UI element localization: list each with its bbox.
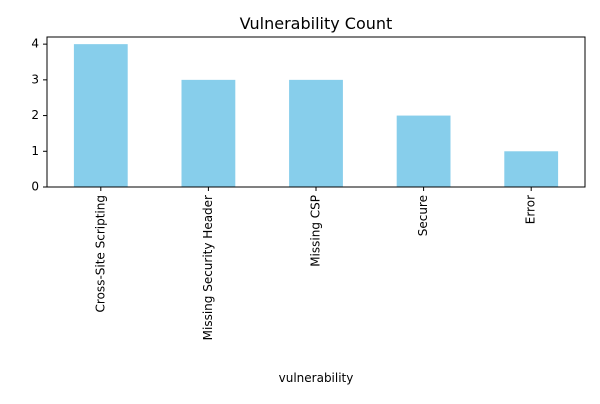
bar <box>73 44 128 188</box>
y-axis: 0 1 2 3 4 <box>31 37 47 194</box>
y-tick-label: 0 <box>31 180 39 194</box>
x-tick-label: Cross-Site Scripting <box>93 195 107 312</box>
bar <box>289 79 343 187</box>
x-tick-label: Missing CSP <box>309 195 323 267</box>
x-axis-label: vulnerability <box>279 371 354 385</box>
x-tick-label: Secure <box>416 195 430 236</box>
y-tick-label: 2 <box>31 108 39 122</box>
y-tick-label: 1 <box>31 144 39 158</box>
bar <box>504 151 559 187</box>
bar <box>181 79 236 187</box>
chart-title: Vulnerability Count <box>240 14 393 33</box>
x-tick-label: Missing Security Header <box>201 195 215 340</box>
x-tick-label: Error <box>524 195 538 224</box>
bar <box>396 115 451 187</box>
bars-layer <box>73 44 559 188</box>
plot-frame <box>46 36 586 188</box>
x-axis: Cross-Site Scripting Missing Security Hea… <box>93 187 538 340</box>
y-tick-label: 3 <box>31 72 39 86</box>
y-tick-label: 4 <box>31 37 39 51</box>
